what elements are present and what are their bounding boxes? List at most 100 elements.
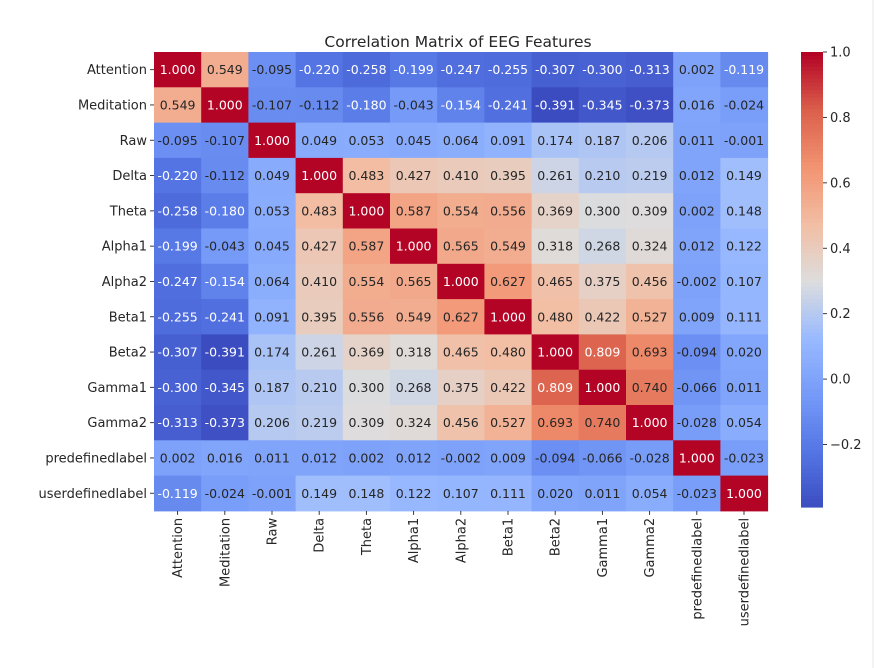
cell-value-label: 0.122 xyxy=(726,239,762,254)
y-axis-tick-labels: Attention Meditation Raw Delta Theta Alpha1 Al… xyxy=(39,63,154,502)
heatmap-cell xyxy=(154,157,202,194)
colorbar-segment xyxy=(801,385,823,391)
cell-value-label: 0.565 xyxy=(396,274,432,289)
colorbar-segment xyxy=(801,52,823,57)
colorbar-segment xyxy=(801,237,823,243)
heatmap-cell xyxy=(673,87,721,124)
heatmap-cell xyxy=(342,440,391,477)
cell-value-label: 0.187 xyxy=(254,380,290,395)
cell-value-label: 0.427 xyxy=(301,239,337,254)
cell-value-label: 0.049 xyxy=(254,168,290,183)
cell-value-label: 0.410 xyxy=(443,168,479,183)
heatmap-cell xyxy=(531,299,580,335)
colorbar-tick-label: 0.4 xyxy=(830,242,851,257)
cell-value-label: 0.693 xyxy=(537,415,573,430)
cell-value-label: -0.345 xyxy=(582,97,622,112)
heatmap-cell xyxy=(531,52,580,88)
heatmap-cell xyxy=(673,193,721,229)
colorbar-segment xyxy=(801,252,823,258)
colorbar-segment xyxy=(801,317,823,322)
heatmap-cell xyxy=(531,193,580,229)
heatmap-cell xyxy=(154,334,202,371)
heatmap-cell xyxy=(437,87,485,124)
x-tick-label: Alpha1 xyxy=(407,518,422,563)
cell-value-label: 0.064 xyxy=(254,274,290,289)
cell-value-label: 0.011 xyxy=(679,133,715,148)
cell-value-label: 0.556 xyxy=(490,203,526,218)
heatmap-cell xyxy=(484,405,533,441)
heatmap-cell xyxy=(578,405,627,441)
colorbar-segment xyxy=(801,260,823,265)
heatmap-cell xyxy=(484,475,533,512)
cell-value-label: 1.000 xyxy=(537,345,573,360)
cell-value-label: -0.001 xyxy=(252,486,292,501)
y-tick-label: Gamma1 xyxy=(87,381,147,396)
cell-value-label: 0.456 xyxy=(632,274,668,289)
heatmap-cell xyxy=(720,299,769,335)
cell-value-label: 0.809 xyxy=(585,345,621,360)
heatmap-cell xyxy=(673,369,721,406)
cell-value-label: 0.627 xyxy=(443,309,479,324)
cell-value-label: 0.016 xyxy=(207,450,243,465)
y-tick-label: userdefinedlabel xyxy=(39,487,148,502)
cell-value-label: -0.028 xyxy=(629,450,669,465)
heatmap-cell xyxy=(484,228,533,265)
heatmap-cell xyxy=(673,475,721,512)
heatmap-cell xyxy=(295,87,344,124)
cell-value-label: -0.043 xyxy=(205,239,245,254)
heatmap-cell xyxy=(437,122,485,159)
heatmap-cell xyxy=(390,87,438,124)
heatmap-cell xyxy=(720,193,769,229)
heatmap-cell xyxy=(720,52,769,88)
heatmap-cell xyxy=(626,228,674,265)
heatmap-cell xyxy=(248,52,297,88)
cell-value-label: 0.527 xyxy=(490,415,526,430)
heatmap-cell xyxy=(154,475,202,512)
heatmap-cell xyxy=(720,228,769,265)
cell-value-label: 0.206 xyxy=(254,415,290,430)
colorbar: −0.2 0.0 0.2 0.4 0.6 0.8 1.0 xyxy=(801,46,862,508)
cell-value-label: 0.012 xyxy=(679,168,715,183)
colorbar-segment xyxy=(801,173,823,178)
cell-value-label: 1.000 xyxy=(726,486,762,501)
cell-value-label: 0.011 xyxy=(254,450,290,465)
colorbar-segment xyxy=(801,465,823,470)
colorbar-segment xyxy=(801,484,823,489)
x-axis-tick-labels: Attention Meditation Raw Delta Theta Alpha1 Al… xyxy=(171,510,753,626)
heatmap-cell xyxy=(531,87,580,124)
colorbar-segment xyxy=(801,264,823,269)
heatmap-cell xyxy=(531,475,580,512)
heatmap-cell xyxy=(437,334,485,371)
cell-value-label: 0.009 xyxy=(679,309,715,324)
heatmap-cell xyxy=(720,263,769,300)
cell-value-label: 0.549 xyxy=(490,239,526,254)
heatmap-cell xyxy=(531,440,580,477)
colorbar-segment xyxy=(801,120,823,125)
heatmap-cell xyxy=(437,193,485,229)
cell-value-label: -0.095 xyxy=(252,62,292,77)
heatmap-cell xyxy=(578,263,627,300)
y-tick-label: Alpha2 xyxy=(102,275,147,290)
colorbar-segment xyxy=(801,279,823,284)
cell-value-label: -0.024 xyxy=(724,97,764,112)
colorbar-segment xyxy=(801,283,823,288)
heatmap-cell xyxy=(578,299,627,335)
cell-value-label: -0.002 xyxy=(441,450,481,465)
colorbar-segment xyxy=(801,332,823,337)
cell-value-label: 0.174 xyxy=(254,345,290,360)
cell-value-label: 0.206 xyxy=(632,133,668,148)
cell-value-label: -0.373 xyxy=(205,415,245,430)
heatmap-cell xyxy=(673,157,721,194)
page-scrollbar[interactable] xyxy=(872,0,874,668)
colorbar-segment xyxy=(801,127,823,133)
heatmap-cell xyxy=(390,193,438,229)
cell-value-label: 0.480 xyxy=(537,309,573,324)
colorbar-segment xyxy=(801,169,823,174)
cell-value-label: 0.011 xyxy=(726,380,762,395)
heatmap-cell xyxy=(720,369,769,406)
heatmap-cell xyxy=(720,440,769,477)
colorbar-segment xyxy=(801,472,823,478)
heatmap-cell xyxy=(673,299,721,335)
cell-value-label: 0.422 xyxy=(490,380,526,395)
cell-value-label: 0.480 xyxy=(490,345,526,360)
